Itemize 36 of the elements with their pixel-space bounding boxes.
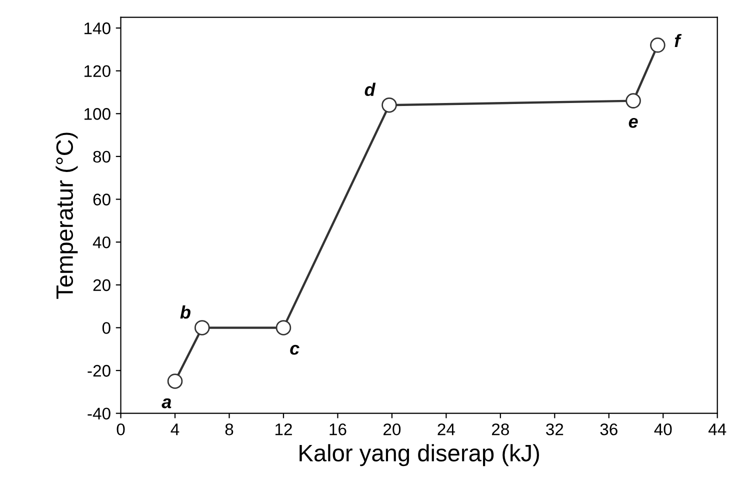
x-tick-label: 32 [546, 423, 564, 436]
x-tick-label: 16 [330, 423, 346, 436]
x-tick-label: 24 [438, 423, 455, 436]
annotation: d [364, 82, 376, 96]
annotation: a [162, 398, 172, 408]
point [650, 38, 666, 53]
x-tick-label: 8 [225, 423, 234, 436]
x-tick-label: 36 [600, 423, 618, 436]
x-axis-title: Kalor yang diserap (kJ) [300, 444, 539, 466]
y-tick-label: 140 [84, 22, 110, 34]
point [382, 97, 397, 113]
y-tick-label: 40 [92, 236, 110, 248]
x-tick-label: 28 [492, 423, 509, 436]
point [167, 374, 183, 389]
x-tick-label: 4 [170, 424, 180, 436]
y-tick-label: -20 [88, 364, 110, 377]
y-tick-label: 100 [84, 108, 110, 120]
point [194, 320, 210, 336]
x-tick-label: 40 [654, 423, 672, 436]
y-tick-label: 0 [102, 322, 110, 334]
annotation: b [180, 305, 190, 319]
y-tick-label: 60 [93, 194, 110, 206]
point [626, 93, 641, 108]
point [276, 320, 292, 336]
y-axis-title: Temperatur (°C) [56, 132, 78, 299]
annotation: c [290, 344, 300, 355]
x-tick-label: 12 [275, 423, 292, 436]
y-tick-label: -40 [88, 408, 110, 420]
y-tick-label: 120 [84, 65, 110, 78]
y-tick-label: 20 [93, 279, 110, 292]
x-tick-label: 20 [384, 423, 401, 436]
annotation: f [674, 34, 682, 48]
annotation: e [628, 118, 638, 128]
x-tick-label: 44 [708, 424, 726, 436]
y-tick-label: 80 [93, 150, 110, 163]
x-tick-label: 0 [116, 423, 125, 436]
